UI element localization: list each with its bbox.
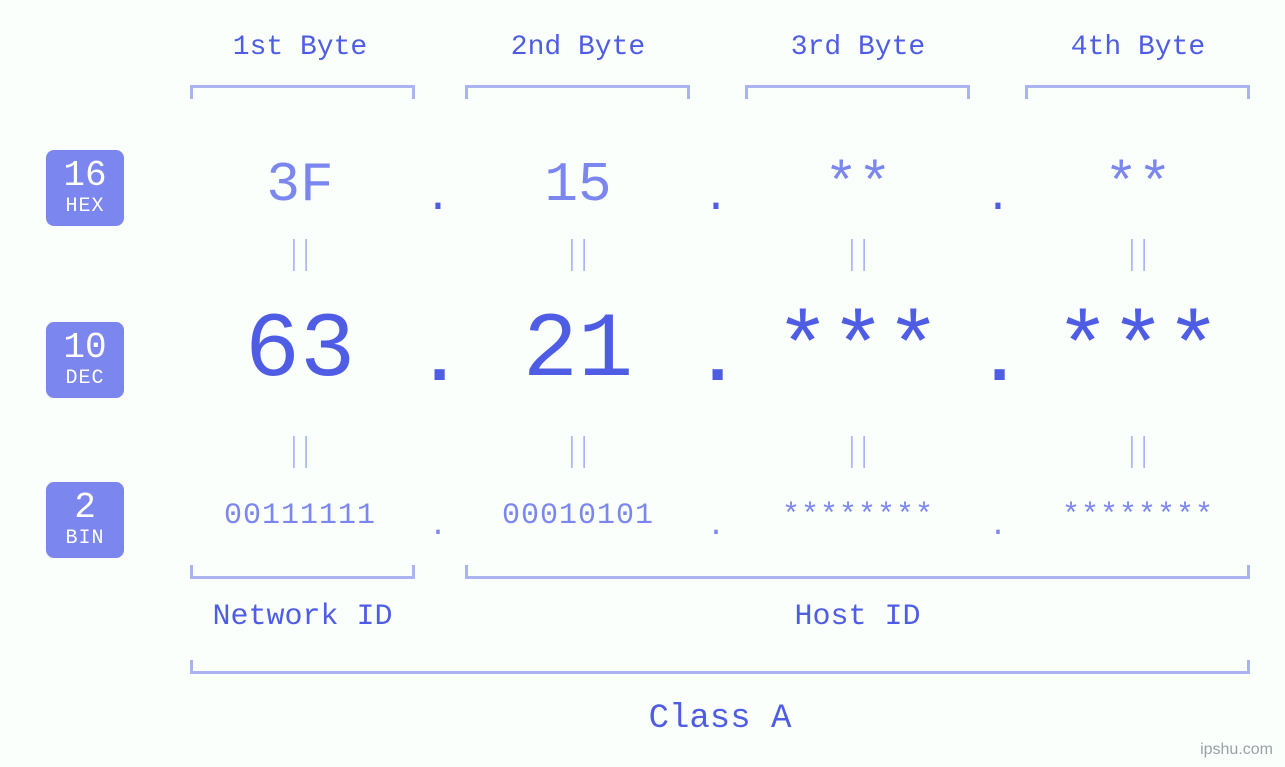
dot-bin-1: . [418,510,458,544]
network-id-bracket [190,565,415,579]
base-badge-dec-label: DEC [46,368,124,390]
byte-label-2: 2nd Byte [458,32,698,63]
value-bin-byte-2: 00010101 [448,499,708,533]
byte-bracket-top-4 [1025,85,1250,99]
base-badge-hex: 16HEX [46,150,124,226]
equals-mark-row2-col2: || [560,434,596,472]
dot-hex-1: . [418,173,458,223]
value-hex-byte-4: ** [1018,153,1258,217]
class-bracket [190,660,1250,674]
equals-mark-row1-col1: || [282,237,318,275]
base-badge-bin: 2BIN [46,482,124,558]
dot-bin-2: . [696,510,736,544]
byte-bracket-top-1 [190,85,415,99]
base-badge-hex-label: HEX [46,196,124,218]
byte-label-1: 1st Byte [180,32,420,63]
equals-mark-row1-col3: || [840,237,876,275]
dot-dec-1: . [418,320,458,402]
base-badge-bin-label: BIN [46,528,124,550]
equals-mark-row2-col3: || [840,434,876,472]
value-dec-byte-4: *** [1018,298,1258,403]
host-id-bracket [465,565,1250,579]
network-id-label: Network ID [190,600,415,634]
value-dec-byte-1: 63 [180,298,420,403]
base-badge-hex-num: 16 [46,156,124,196]
class-label: Class A [190,700,1250,738]
equals-mark-row2-col4: || [1120,434,1156,472]
base-badge-bin-num: 2 [46,488,124,528]
value-hex-byte-2: 15 [458,153,698,217]
host-id-label: Host ID [465,600,1250,634]
equals-mark-row1-col4: || [1120,237,1156,275]
byte-label-4: 4th Byte [1018,32,1258,63]
dot-dec-3: . [978,320,1018,402]
value-bin-byte-4: ******** [1008,499,1268,533]
dot-dec-2: . [696,320,736,402]
equals-mark-row2-col1: || [282,434,318,472]
dot-bin-3: . [978,510,1018,544]
value-bin-byte-3: ******** [728,499,988,533]
value-bin-byte-1: 00111111 [170,499,430,533]
byte-bracket-top-3 [745,85,970,99]
value-hex-byte-3: ** [738,153,978,217]
value-hex-byte-1: 3F [180,153,420,217]
byte-label-3: 3rd Byte [738,32,978,63]
value-dec-byte-3: *** [738,298,978,403]
watermark: ipshu.com [1200,741,1273,759]
base-badge-dec: 10DEC [46,322,124,398]
equals-mark-row1-col2: || [560,237,596,275]
base-badge-dec-num: 10 [46,328,124,368]
dot-hex-3: . [978,173,1018,223]
byte-bracket-top-2 [465,85,690,99]
value-dec-byte-2: 21 [458,298,698,403]
dot-hex-2: . [696,173,736,223]
